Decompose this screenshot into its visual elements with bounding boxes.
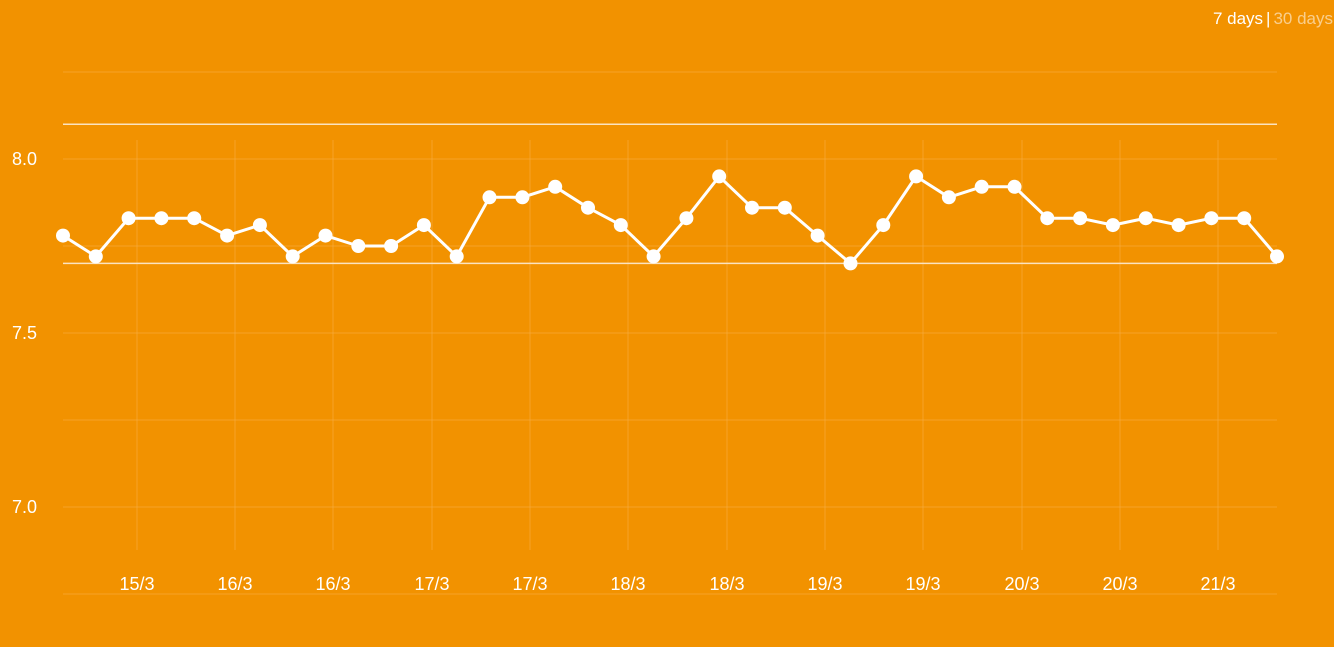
- x-tick-label: 17/3: [414, 574, 449, 594]
- range-toggle: 7 days | 30 days: [1213, 9, 1333, 29]
- data-point: [220, 228, 235, 243]
- data-point: [1007, 179, 1022, 194]
- data-point: [88, 249, 103, 264]
- data-point: [252, 218, 267, 233]
- series-line: [62, 174, 1279, 265]
- y-tick-label: 7.5: [12, 323, 37, 343]
- data-point: [154, 211, 169, 226]
- x-tick-label: 18/3: [709, 574, 744, 594]
- x-tick-label: 19/3: [807, 574, 842, 594]
- x-tick-label: 19/3: [905, 574, 940, 594]
- data-point: [1105, 218, 1120, 233]
- data-point: [1138, 211, 1153, 226]
- data-point: [121, 211, 136, 226]
- y-tick-label: 7.0: [12, 497, 37, 517]
- x-tick-label: 17/3: [512, 574, 547, 594]
- data-point: [613, 218, 628, 233]
- range-separator: |: [1266, 9, 1271, 28]
- data-point: [351, 239, 366, 253]
- data-point: [515, 190, 530, 205]
- data-point: [1237, 211, 1252, 226]
- reference-lines: [63, 123, 1277, 265]
- x-tick-label: 20/3: [1102, 574, 1137, 594]
- data-point: [712, 169, 727, 184]
- data-point: [548, 179, 563, 194]
- range-30-days-button[interactable]: 30 days: [1273, 9, 1333, 28]
- data-point: [384, 239, 399, 253]
- data-point: [581, 200, 595, 215]
- data-point: [1204, 211, 1219, 226]
- data-point: [745, 200, 759, 215]
- data-point: [876, 218, 891, 233]
- data-point: [187, 211, 202, 226]
- x-tick-label: 15/3: [119, 574, 154, 594]
- data-point: [974, 179, 989, 194]
- grid: [63, 71, 1277, 595]
- x-tick-label: 20/3: [1004, 574, 1039, 594]
- data-point: [843, 256, 858, 271]
- x-tick-label: 16/3: [315, 574, 350, 594]
- data-point: [1171, 218, 1186, 233]
- data-point: [941, 190, 956, 205]
- data-point: [909, 169, 924, 184]
- x-axis-ticks: 15/3 16/3 16/3 17/3 17/3 18/3 18/3 19/3 19/3 20/3…: [119, 574, 1235, 594]
- data-point: [482, 190, 497, 205]
- data-point: [416, 218, 431, 233]
- data-point: [1073, 211, 1088, 226]
- data-point: [777, 200, 792, 215]
- data-point: [810, 228, 825, 243]
- data-point: [1040, 211, 1055, 226]
- x-tick-label: 16/3: [217, 574, 252, 594]
- x-tick-label: 21/3: [1200, 574, 1235, 594]
- data-point: [285, 249, 300, 264]
- x-tick-label: 18/3: [610, 574, 645, 594]
- data-point: [646, 249, 661, 264]
- y-axis-ticks: 7.07.58.08.59.0: [12, 149, 37, 517]
- data-point: [1270, 249, 1284, 264]
- series: [56, 169, 1284, 271]
- range-7-days-button[interactable]: 7 days: [1212, 9, 1264, 28]
- y-tick-label: 8.0: [12, 149, 37, 169]
- data-point: [679, 211, 694, 226]
- data-point: [318, 228, 333, 243]
- data-point: [56, 228, 70, 243]
- data-point: [449, 249, 464, 264]
